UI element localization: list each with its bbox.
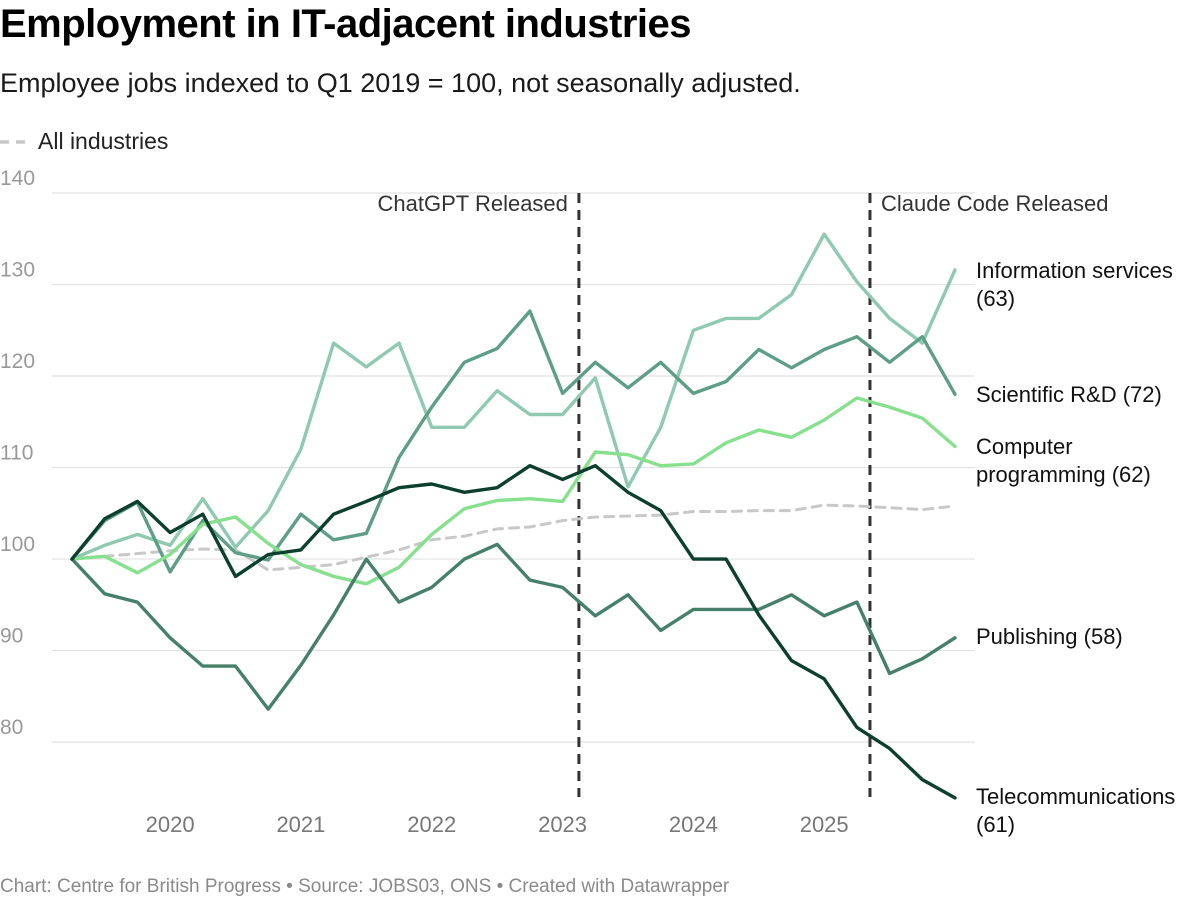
annotation-label-2: Claude Code Released [881, 191, 1109, 216]
y-tick-label-130: 130 [0, 259, 35, 282]
y-tick-label-90: 90 [0, 625, 23, 648]
legend-label: All industries [38, 128, 169, 154]
series-line-telecommunications [70, 464, 957, 800]
x-tick-label-2023: 2023 [538, 812, 587, 837]
x-tick-label-2020: 2020 [146, 812, 195, 837]
annotation-label-1: ChatGPT Released [378, 191, 568, 216]
series-line-computer-programming [70, 396, 957, 586]
legend: All industries [0, 128, 168, 155]
x-tick-label-2025: 2025 [800, 812, 849, 837]
series-label-telecommunications: Telecommunications [976, 784, 1175, 809]
chart-title: Employment in IT-adjacent industries [0, 2, 692, 46]
y-tick-label-80: 80 [0, 716, 23, 739]
y-tick-label-100: 100 [0, 533, 35, 556]
y-tick-label-120: 120 [0, 350, 35, 373]
series-label-telecommunications-line-2: (61) [976, 812, 1015, 837]
series-label-computer-programming-line-2: programming (62) [976, 462, 1151, 487]
series-label-scientific-r-d: Scientific R&D (72) [976, 382, 1162, 407]
legend-dash-icon [0, 139, 30, 144]
x-tick-label-2024: 2024 [669, 812, 718, 837]
x-tick-label-2021: 2021 [276, 812, 325, 837]
series-line-scientific-r-d [70, 309, 957, 574]
series-line-all-industries [70, 503, 957, 572]
y-tick-label-140: 140 [0, 167, 35, 190]
series-label-information-services-line-2: (63) [976, 286, 1015, 311]
series-label-computer-programming: Computer [976, 434, 1073, 459]
chart-subtitle: Employee jobs indexed to Q1 2019 = 100, … [0, 68, 801, 98]
y-tick-label-110: 110 [0, 442, 33, 465]
series-line-information-services [70, 232, 957, 561]
series-label-publishing: Publishing (58) [976, 624, 1123, 649]
series-label-information-services: Information services [976, 258, 1173, 283]
chart-footer: Chart: Centre for British Progress • Sou… [0, 876, 730, 897]
series-line-publishing [70, 542, 957, 711]
x-tick-label-2022: 2022 [407, 812, 456, 837]
